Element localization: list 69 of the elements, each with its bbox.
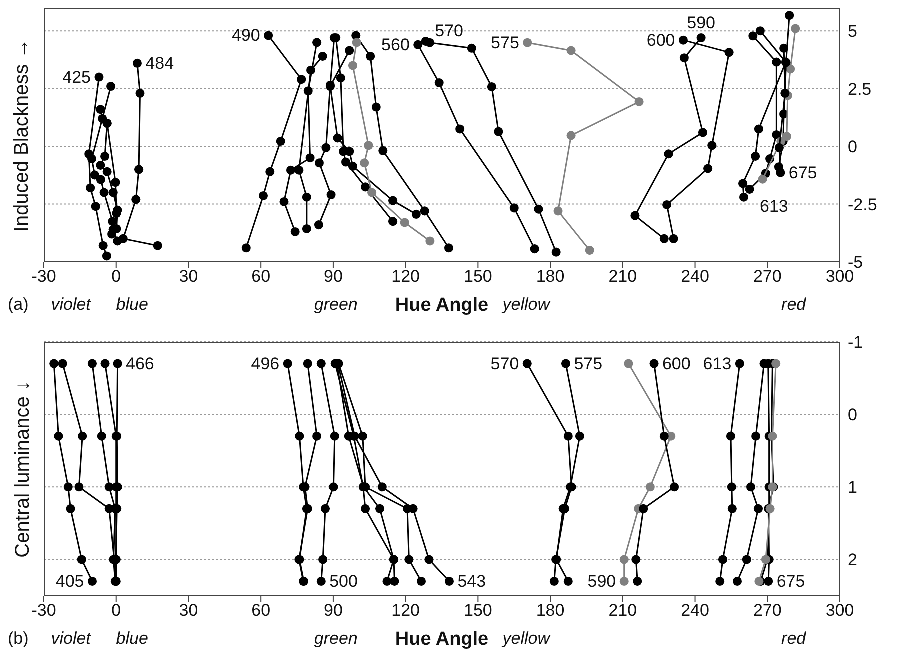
text: violet bbox=[51, 629, 91, 649]
series-label: 405 bbox=[56, 572, 84, 591]
x-tick-label: 240 bbox=[681, 601, 710, 620]
series-label: 613 bbox=[703, 354, 732, 374]
x-tick-label: 90 bbox=[324, 267, 343, 286]
x-axis-title: Hue Angle bbox=[395, 629, 489, 650]
series-label: 543 bbox=[458, 572, 486, 591]
series-label: 560 bbox=[382, 35, 410, 54]
x-tick-label: 300 bbox=[826, 601, 854, 620]
text: yellow bbox=[502, 629, 550, 649]
y-axis-title: Induced Blackness → bbox=[12, 38, 34, 232]
x-tick-label: 60 bbox=[252, 267, 271, 286]
x-tick-label: 180 bbox=[536, 601, 565, 620]
x-tick-label: -30 bbox=[32, 267, 56, 286]
text: (b) bbox=[8, 629, 29, 649]
x-tick-label: 120 bbox=[392, 267, 420, 286]
series-label: 675 bbox=[776, 572, 806, 591]
series-label: 466 bbox=[126, 354, 154, 374]
series-label: 484 bbox=[146, 54, 174, 73]
x-tick-label: 90 bbox=[324, 601, 343, 620]
series-label: 496 bbox=[251, 354, 280, 374]
x-tick-label: 0 bbox=[112, 267, 122, 286]
x-tick-label: 240 bbox=[681, 267, 710, 286]
series-label: 600 bbox=[662, 354, 691, 374]
series-label: 675 bbox=[788, 163, 818, 182]
x-tick-label: 30 bbox=[179, 601, 198, 620]
text: green bbox=[314, 629, 358, 649]
series-label: 600 bbox=[646, 30, 676, 50]
x-tick-label: -30 bbox=[32, 601, 56, 620]
x-tick-label: 0 bbox=[112, 601, 122, 620]
x-tick-label: 180 bbox=[536, 267, 565, 286]
text: yellow bbox=[502, 295, 550, 315]
y-tick-label: 0 bbox=[848, 138, 858, 157]
text: red bbox=[782, 295, 806, 315]
text: (a) bbox=[8, 295, 29, 315]
x-tick-label: 270 bbox=[753, 601, 782, 620]
series-label: 575 bbox=[491, 33, 520, 52]
y-tick-label: -2.5 bbox=[848, 195, 878, 214]
series-label: 490 bbox=[232, 26, 260, 46]
y-axis-title: Central luminance ↓ bbox=[12, 380, 34, 558]
text: blue bbox=[116, 295, 148, 315]
x-tick-label: 300 bbox=[826, 267, 854, 286]
x-tick-label: 210 bbox=[608, 267, 638, 286]
series-label: 613 bbox=[760, 196, 788, 216]
x-tick-label: 60 bbox=[252, 601, 271, 620]
y-tick-label: 5 bbox=[848, 22, 858, 42]
text: red bbox=[782, 629, 806, 649]
x-tick-label: 150 bbox=[464, 601, 492, 620]
x-axis-title: Hue Angle bbox=[395, 295, 489, 316]
x-tick-label: 210 bbox=[608, 601, 638, 620]
text: violet bbox=[51, 295, 91, 315]
series-label: 425 bbox=[62, 68, 92, 87]
series-label: 500 bbox=[330, 572, 358, 591]
x-tick-label: 270 bbox=[753, 267, 782, 286]
series-label: 575 bbox=[574, 354, 603, 374]
text: green bbox=[314, 295, 358, 315]
y-tick-label: 2.5 bbox=[848, 80, 872, 99]
x-tick-label: 120 bbox=[392, 601, 420, 620]
x-tick-label: 30 bbox=[179, 267, 198, 286]
y-tick-label: 0 bbox=[848, 406, 858, 425]
y-tick-label: 2 bbox=[848, 550, 858, 570]
text: blue bbox=[116, 629, 148, 649]
x-tick-label: 150 bbox=[464, 267, 492, 286]
series-label: 570 bbox=[435, 21, 464, 40]
y-tick-label: 1 bbox=[848, 478, 858, 498]
series-label: 570 bbox=[490, 354, 520, 374]
series-label: 590 bbox=[687, 14, 716, 33]
series-label: 590 bbox=[588, 572, 616, 591]
y-tick-label: -1 bbox=[848, 333, 864, 352]
